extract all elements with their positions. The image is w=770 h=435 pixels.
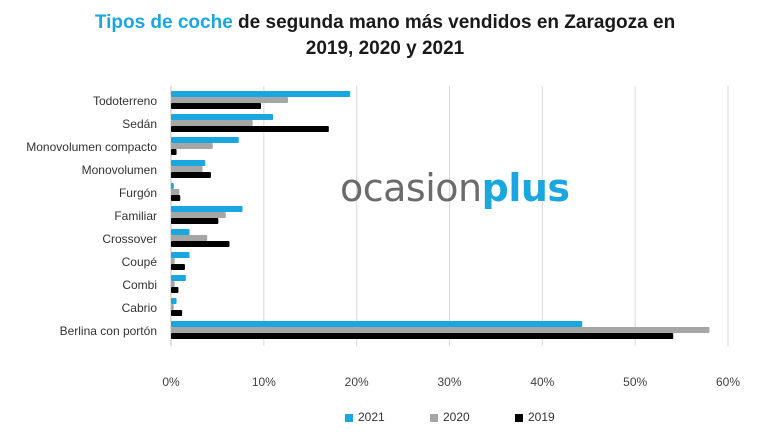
category-label: Monovolumen compacto	[26, 140, 157, 154]
bar-2021	[171, 91, 351, 97]
logo-part-ocasion: ocasion	[340, 166, 482, 210]
logo-part-plus: plus	[481, 166, 570, 210]
category-label: Berlina con portón	[60, 324, 157, 338]
x-tick-label: 50%	[623, 375, 647, 389]
bar-2021	[171, 137, 239, 143]
category-label: Todoterreno	[93, 94, 157, 108]
bar-2021	[171, 160, 206, 166]
bar-2021	[171, 252, 190, 258]
category-label: Crossover	[102, 232, 157, 246]
bar-2021	[171, 298, 177, 304]
bar-2019	[171, 218, 219, 224]
bar-2020	[171, 212, 226, 218]
legend-item-2020: 2020	[430, 410, 470, 424]
legend-swatch	[345, 413, 353, 422]
ocasionplus-logo: ocasionplus	[340, 166, 570, 210]
legend-swatch	[430, 413, 438, 422]
bar-2019	[171, 264, 185, 270]
chart-title: Tipos de coche de segunda mano más vendi…	[0, 10, 770, 62]
category-label: Coupé	[122, 255, 158, 269]
x-tick-label: 40%	[530, 375, 554, 389]
bar-2019	[171, 126, 329, 132]
chart-title-highlight: Tipos de coche	[94, 12, 233, 33]
x-tick-label: 0%	[162, 375, 180, 389]
bar-2020	[171, 97, 288, 103]
bar-2020	[171, 189, 180, 195]
category-label: Familiar	[114, 209, 157, 223]
bar-2021	[171, 275, 186, 281]
legend-item-2021: 2021	[345, 410, 385, 424]
bar-2021	[171, 229, 190, 235]
category-label: Sedán	[122, 117, 157, 131]
bar-2020	[171, 143, 213, 149]
bar-2019	[171, 241, 230, 247]
legend-label: 2021	[358, 410, 385, 424]
bar-2020	[171, 281, 175, 287]
legend-item-2019: 2019	[515, 410, 555, 424]
bar-2019	[171, 149, 177, 155]
bar-2021	[171, 206, 243, 212]
x-tick-label: 10%	[252, 375, 276, 389]
x-tick-label: 30%	[437, 375, 461, 389]
chart-title-rest: de segunda mano más vendidos en Zaragoza…	[232, 12, 676, 33]
bar-2021	[171, 183, 174, 189]
bar-2020	[171, 258, 175, 264]
legend-label: 2019	[528, 410, 555, 424]
bar-2020	[171, 235, 208, 241]
legend-swatch	[515, 413, 523, 422]
category-label: Combi	[122, 278, 157, 292]
bar-2020	[171, 327, 710, 333]
category-label: Cabrio	[122, 301, 158, 315]
category-label: Monovolumen	[82, 163, 157, 177]
bar-2019	[171, 195, 181, 201]
bar-2020	[171, 304, 174, 310]
x-tick-label: 20%	[345, 375, 369, 389]
bar-2020	[171, 166, 203, 172]
chart-title-line2: 2019, 2020 y 2021	[305, 38, 465, 59]
bar-2020	[171, 120, 253, 126]
x-tick-label: 60%	[716, 375, 740, 389]
bar-2019	[171, 310, 183, 316]
bar-2021	[171, 114, 274, 120]
legend-label: 2020	[443, 410, 470, 424]
bar-2019	[171, 287, 179, 293]
bar-2019	[171, 103, 262, 109]
category-label: Furgón	[119, 186, 157, 200]
bar-2019	[171, 172, 211, 178]
bar-2019	[171, 333, 674, 339]
bar-2021	[171, 321, 583, 327]
